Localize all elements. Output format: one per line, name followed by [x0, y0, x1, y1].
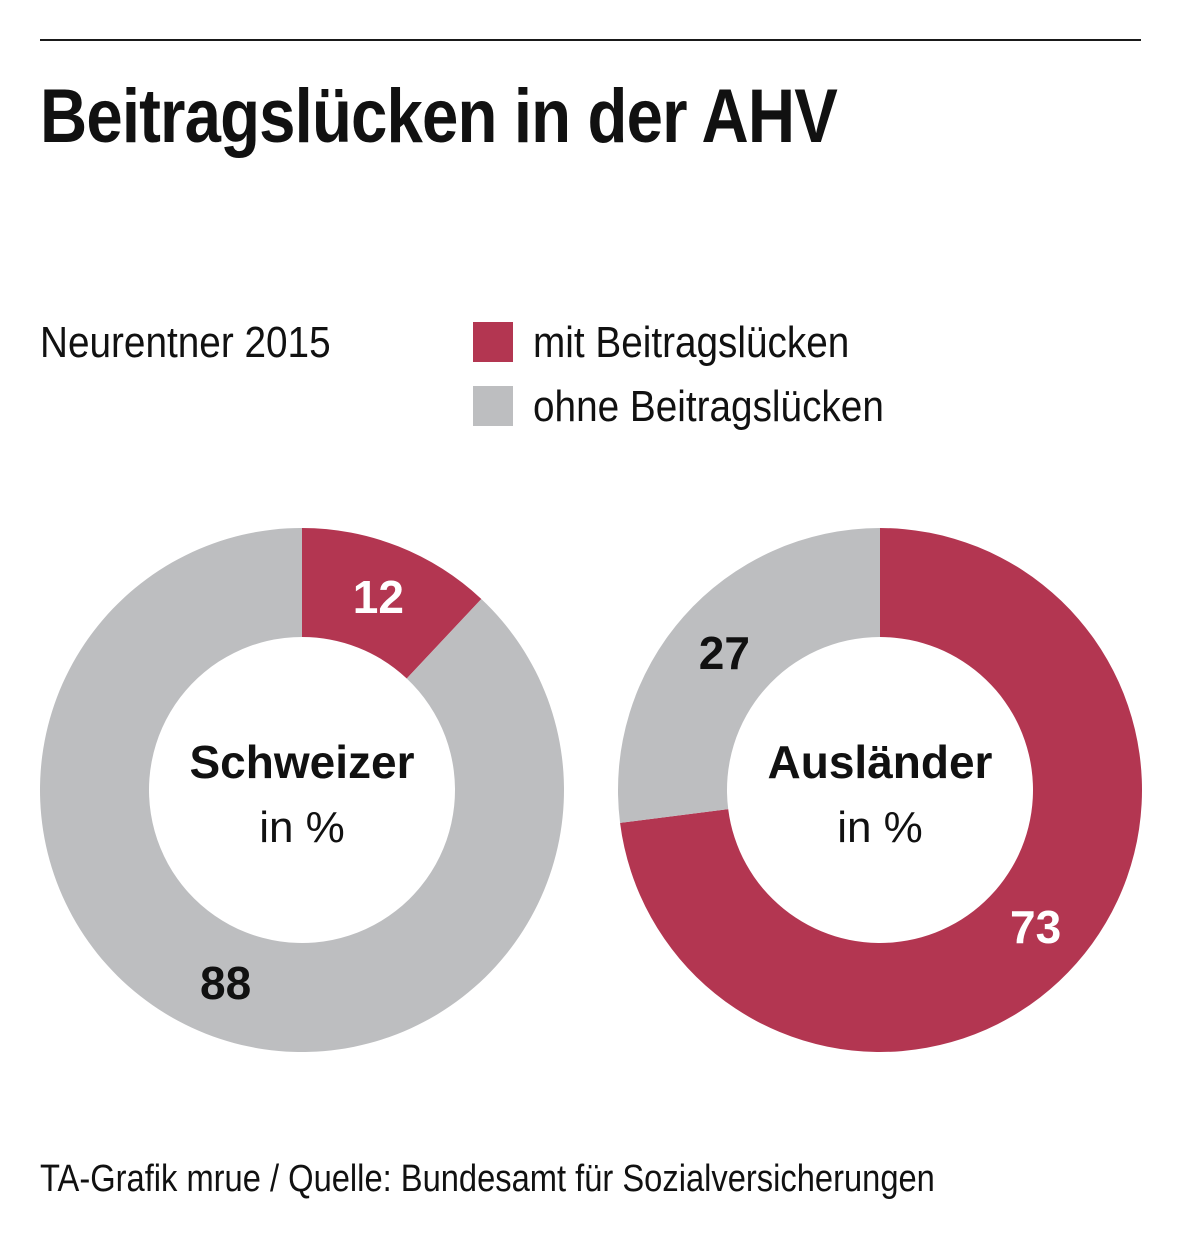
chart-title: Beitragslücken in der AHV [40, 74, 838, 159]
donut-1-slice-1 [302, 528, 482, 679]
top-rule [40, 39, 1141, 41]
legend-label-ohne: ohne Beitragslücken [533, 382, 884, 431]
donut-2-slice-2 [617, 528, 880, 823]
donut-2-slice-1 [620, 528, 1143, 1052]
donut-2-value-label-1: 73 [1010, 901, 1061, 953]
donut-1-center-subtitle: in % [259, 803, 345, 852]
donut-1-value-label-2: 88 [200, 957, 251, 1009]
donut-1-center-title: Schweizer [190, 736, 415, 788]
legend-swatch-mit [473, 322, 513, 362]
legend-label-mit: mit Beitragslücken [533, 318, 850, 367]
legend-swatch-ohne [473, 386, 513, 426]
donut-2-center-subtitle: in % [837, 803, 923, 852]
donut-2-center-title: Ausländer [768, 736, 993, 788]
donut-1-slice-2 [39, 528, 565, 1052]
donut-charts: 12 88 Schweizer in % 73 27 Ausländer in % [0, 500, 1181, 1080]
donut-1-value-label-1: 12 [353, 571, 404, 623]
donut-2-value-label-2: 27 [699, 627, 750, 679]
chart-subtitle: Neurentner 2015 [40, 318, 331, 367]
donut-1: 12 88 Schweizer in % [39, 528, 565, 1052]
source-footer: TA-Grafik mrue / Quelle: Bundesamt für S… [40, 1158, 935, 1200]
donut-charts-svg: 12 88 Schweizer in % 73 27 Ausländer in % [39, 528, 1143, 1052]
donut-2: 73 27 Ausländer in % [617, 528, 1143, 1052]
